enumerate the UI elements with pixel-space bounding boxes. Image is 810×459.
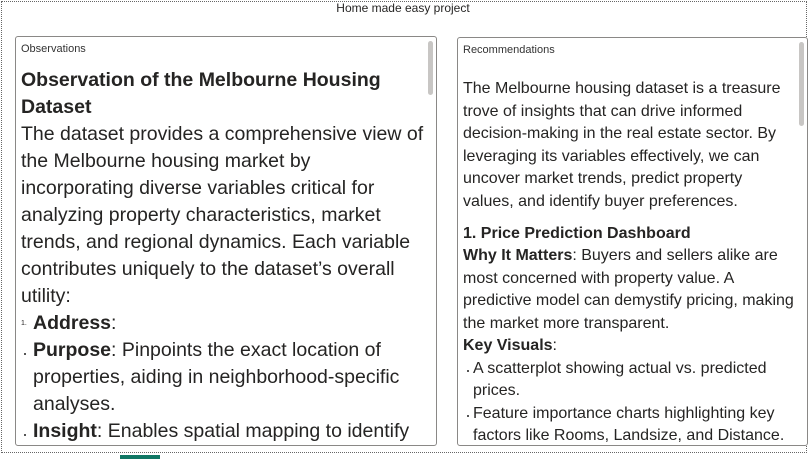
list-marker: 1. bbox=[21, 320, 27, 327]
term: Address bbox=[33, 312, 112, 334]
list: A scatterplot showing actual vs. predict… bbox=[463, 358, 795, 446]
active-page-tab[interactable] bbox=[120, 455, 160, 459]
heading: Observation of the Melbourne Housing Dat… bbox=[21, 69, 381, 118]
term: Key Visuals bbox=[463, 337, 553, 354]
list-item: 1. Address: bbox=[21, 310, 424, 337]
text: : Buyers and sellers alike are most conc… bbox=[463, 247, 794, 332]
section-heading: 1. Price Prediction Dashboard bbox=[463, 225, 691, 242]
paragraph: The dataset provides a comprehensive vie… bbox=[21, 123, 424, 307]
list-item: Insight: Enables spatial mapping to iden… bbox=[21, 418, 424, 445]
item-text: : Pinpoints the exact location of proper… bbox=[33, 339, 400, 415]
observations-textbox[interactable]: Observations Observation of the Melbourn… bbox=[15, 36, 437, 446]
term: Why It Matters bbox=[463, 247, 573, 264]
item-text: : bbox=[111, 312, 117, 334]
scrollbar-thumb[interactable] bbox=[799, 42, 804, 126]
textbox-label: Observations bbox=[21, 43, 86, 55]
paragraph: Why It Matters: Buyers and sellers alike… bbox=[463, 245, 795, 335]
item-text: : Enables spatial mapping to identify bbox=[96, 420, 410, 442]
recommendations-textbox[interactable]: Recommendations The Melbourne housing da… bbox=[457, 37, 808, 446]
text-content[interactable]: The Melbourne housing dataset is a treas… bbox=[463, 78, 795, 445]
scrollbar-thumb[interactable] bbox=[428, 41, 433, 95]
term: Purpose bbox=[33, 339, 112, 361]
list: 1. Address: Purpose: Pinpoints the exact … bbox=[21, 310, 424, 445]
text: : bbox=[552, 337, 557, 354]
list-item: Purpose: Pinpoints the exact location of… bbox=[21, 337, 424, 418]
term: Insight bbox=[33, 420, 97, 442]
paragraph: The Melbourne housing dataset is a treas… bbox=[463, 80, 781, 210]
text-content[interactable]: Observation of the Melbourne Housing Dat… bbox=[21, 67, 424, 445]
list-item: Feature importance charts highlighting k… bbox=[467, 403, 795, 446]
list-item: A scatterplot showing actual vs. predict… bbox=[467, 358, 795, 403]
page-title: Home made easy project bbox=[336, 1, 470, 15]
paragraph: Key Visuals: bbox=[463, 335, 795, 358]
textbox-label: Recommendations bbox=[463, 44, 555, 56]
